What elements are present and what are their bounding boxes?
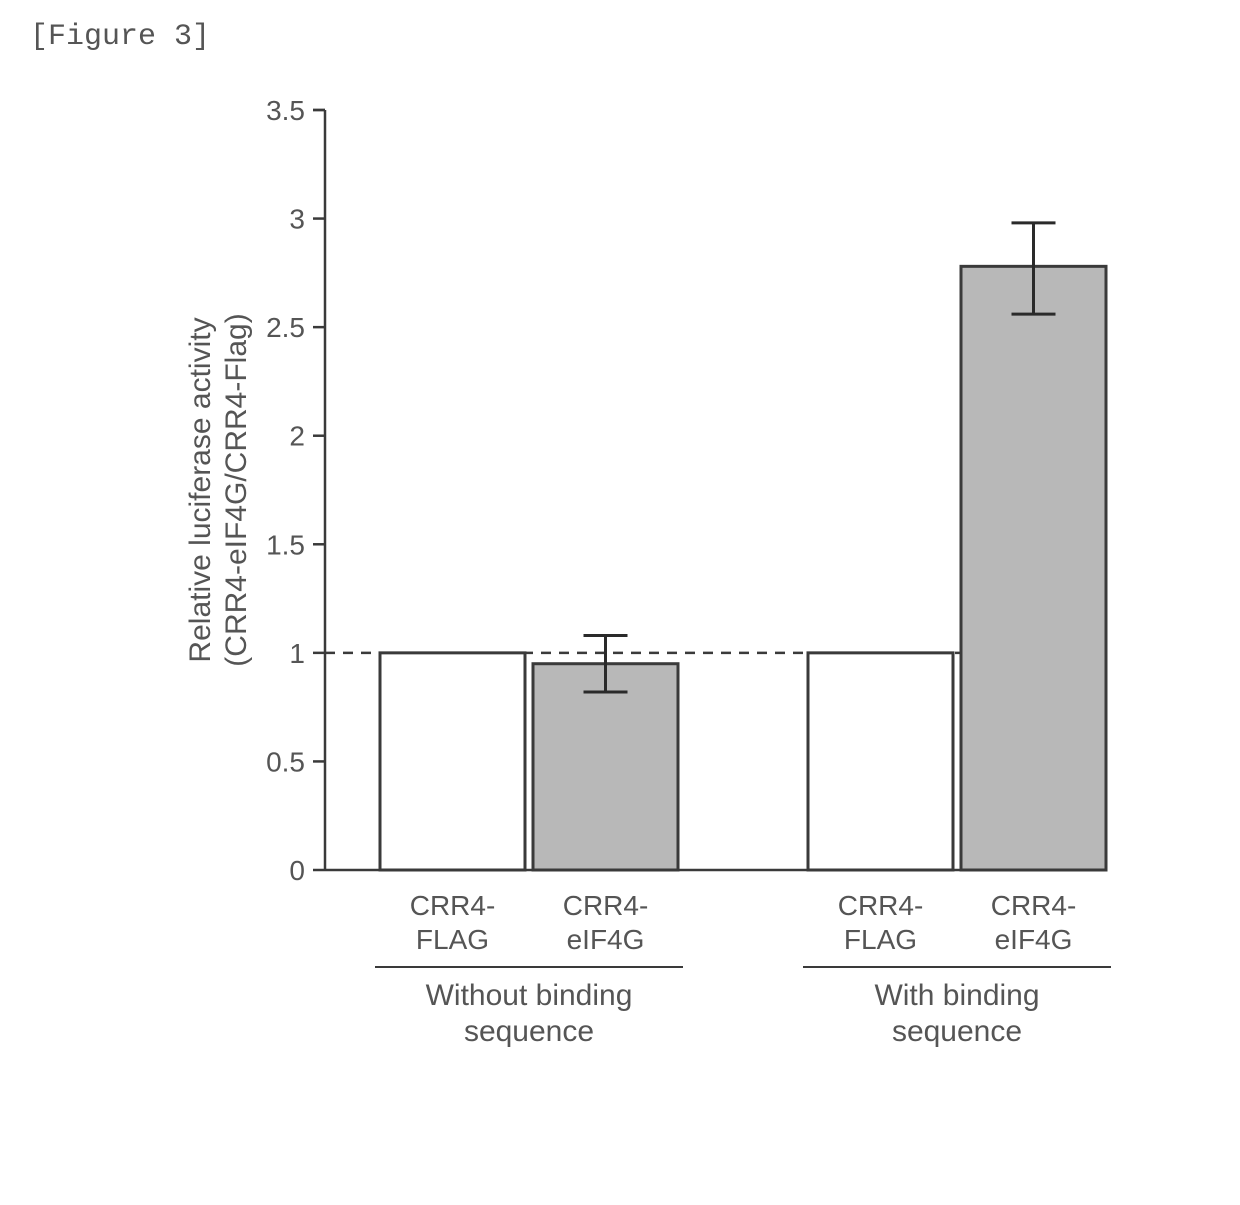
y-tick-label: 0.5 [266,746,305,777]
y-tick-label: 0 [289,855,305,886]
bar-label: CRR4- [838,890,924,921]
y-tick-label: 3 [289,204,305,235]
y-tick-label: 1 [289,638,305,669]
bar-label: FLAG [844,924,917,955]
bar [380,653,525,870]
bar-label: CRR4- [991,890,1077,921]
bar-label: eIF4G [995,924,1073,955]
bar [808,653,953,870]
y-tick-label: 2 [289,421,305,452]
group-label: sequence [892,1015,1022,1048]
bar-label: eIF4G [567,924,645,955]
y-tick-label: 2.5 [266,312,305,343]
chart-svg: 00.511.522.533.5CRR4-FLAGCRR4-eIF4GCRR4-… [170,90,1170,1190]
y-tick-label: 1.5 [266,529,305,560]
bar [533,664,678,870]
group-label: Without binding [426,979,633,1012]
bar-label: FLAG [416,924,489,955]
y-tick-label: 3.5 [266,95,305,126]
bar [961,266,1106,870]
figure-label: [Figure 3] [30,20,210,54]
bar-label: CRR4- [563,890,649,921]
group-label: With binding [874,979,1039,1012]
y-axis-label: (CRR4-eIF4G/CRR4-Flag) [220,313,253,666]
bar-label: CRR4- [410,890,496,921]
bar-chart: 00.511.522.533.5CRR4-FLAGCRR4-eIF4GCRR4-… [170,90,1170,1190]
y-axis-label: Relative luciferase activity [184,317,217,662]
group-label: sequence [464,1015,594,1048]
